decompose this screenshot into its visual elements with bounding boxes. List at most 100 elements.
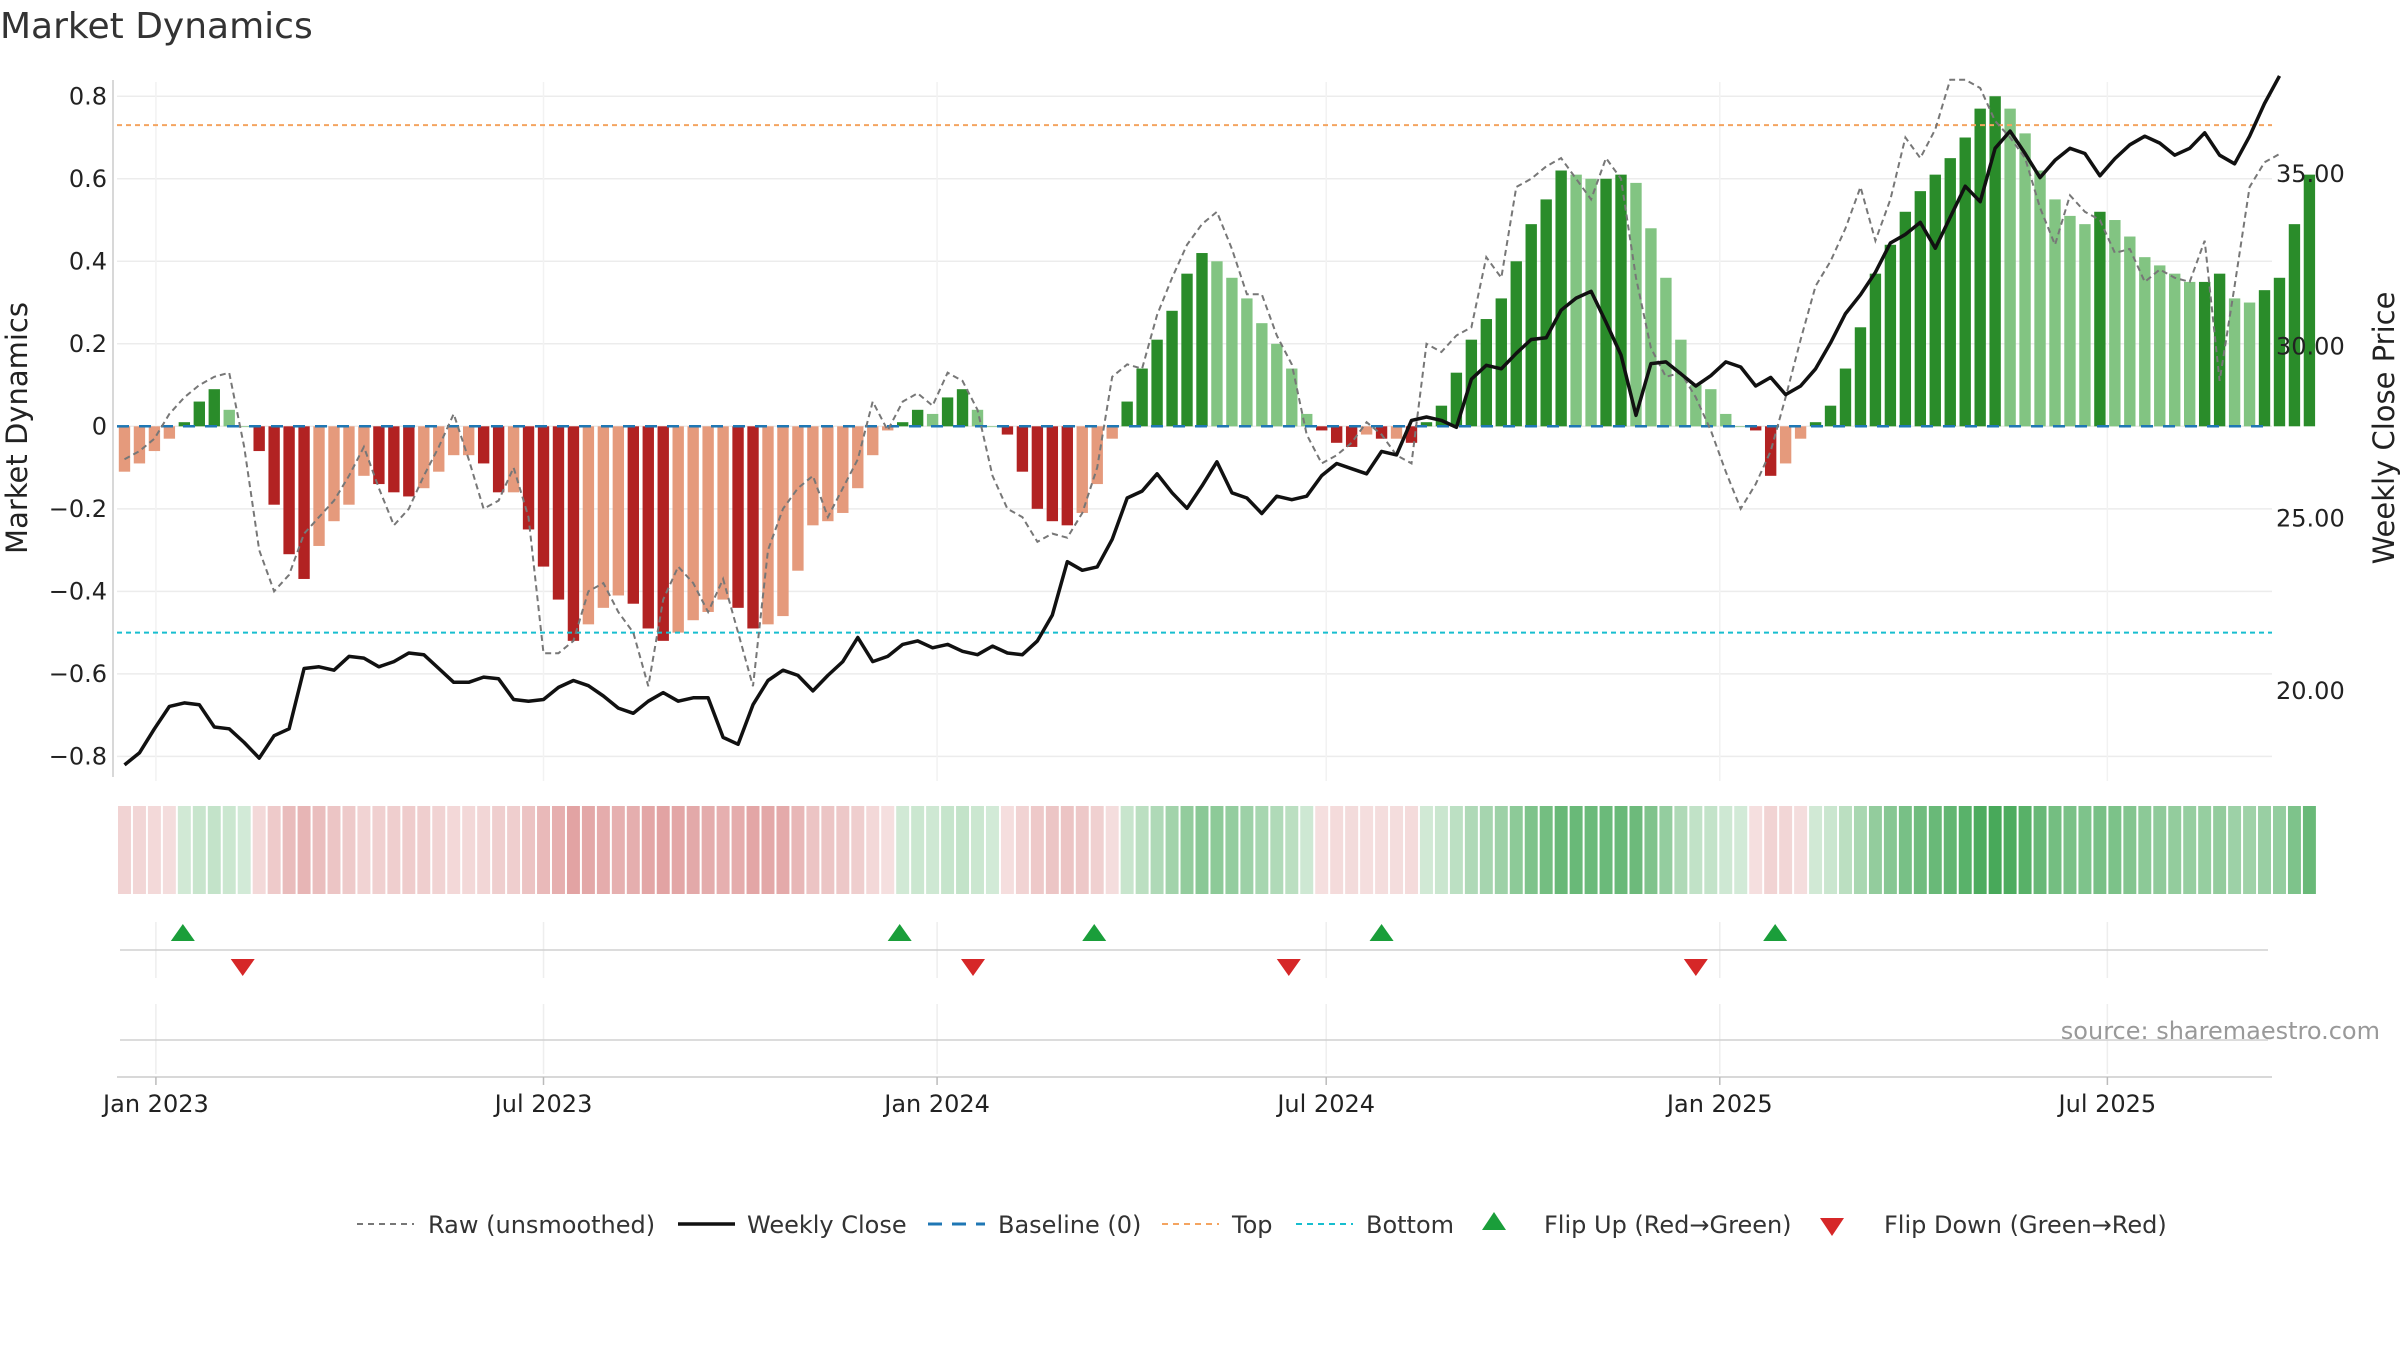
legend: Raw (unsmoothed) Weekly Close Baseline (…: [357, 1211, 2167, 1239]
bar: [971, 409, 984, 427]
regime-cell: [1300, 806, 1314, 894]
bar: [507, 426, 520, 493]
regime-cell: [746, 806, 760, 894]
bar: [2184, 281, 2196, 427]
regime-cell: [851, 806, 865, 894]
bar: [777, 426, 789, 617]
regime-cell: [1419, 806, 1433, 894]
bar: [1884, 244, 1897, 427]
flip-down-marker: [1276, 959, 1301, 976]
bar: [1809, 422, 1822, 427]
regime-cell: [881, 806, 895, 894]
regime-cell: [1165, 806, 1179, 894]
regime-cell: [1330, 806, 1344, 894]
regime-cell: [896, 806, 910, 894]
bar: [1091, 426, 1103, 485]
right-tick-label: 25.00: [2276, 505, 2345, 533]
regime-cell: [2258, 806, 2271, 894]
bar: [1271, 343, 1283, 427]
regime-cell: [1779, 806, 1793, 894]
bar: [1450, 372, 1463, 427]
bar: [702, 426, 714, 612]
bar: [1076, 426, 1088, 513]
regime-cell: [1030, 806, 1044, 894]
bar: [2198, 281, 2211, 427]
bar: [1675, 339, 1687, 427]
bar: [328, 426, 340, 522]
bar: [732, 426, 744, 608]
weekly-close-line: [123, 75, 2282, 767]
bar: [747, 426, 759, 629]
bar: [1615, 174, 1627, 427]
regime-cell: [537, 806, 550, 894]
bar: [298, 426, 310, 579]
regime-cell: [626, 806, 640, 894]
bar: [1720, 413, 1732, 427]
regime-cell: [252, 806, 266, 894]
left-tick-label: 0.4: [69, 247, 107, 275]
bar: [2139, 257, 2151, 427]
flip-markers-panel: [120, 922, 2268, 1074]
bar: [852, 426, 864, 489]
bar: [2064, 215, 2076, 427]
regime-cell: [866, 806, 880, 894]
bar: [163, 426, 176, 439]
regime-cell: [267, 806, 281, 894]
regime-cell: [1704, 806, 1718, 894]
bar: [567, 426, 580, 641]
bar: [1540, 199, 1552, 427]
regime-cell: [956, 806, 970, 894]
regime-cell: [1105, 806, 1119, 894]
right-tick-label: 30.00: [2276, 332, 2345, 360]
regime-cell: [596, 806, 610, 894]
regime-cell: [1943, 806, 1957, 894]
bar: [896, 422, 909, 427]
bar: [148, 426, 161, 452]
bar: [2169, 273, 2181, 427]
regime-cell: [1794, 806, 1808, 894]
regime-cell: [1584, 806, 1598, 894]
regime-cell: [2063, 806, 2077, 894]
x-tick-label: Jul 2023: [493, 1090, 593, 1118]
bar: [313, 426, 325, 546]
regime-cell: [806, 806, 820, 894]
regime-cell: [2078, 806, 2092, 894]
legend-close-label: Weekly Close: [747, 1211, 907, 1239]
regime-cell: [791, 806, 805, 894]
regime-strip: [118, 806, 2316, 894]
regime-cell: [1090, 806, 1104, 894]
regime-cell: [2183, 806, 2197, 894]
bar: [283, 426, 295, 555]
bar: [807, 426, 819, 526]
bar: [268, 426, 280, 505]
regime-cell: [1734, 806, 1748, 894]
regime-cell: [1913, 806, 1927, 894]
regime-cell: [207, 806, 221, 894]
bar: [2243, 302, 2256, 427]
left-tick-label: 0.2: [69, 330, 107, 358]
x-tick-label: Jan 2023: [101, 1090, 209, 1118]
bar: [2273, 277, 2286, 427]
bar: [1360, 426, 1373, 435]
bar: [1750, 426, 1762, 431]
bar: [2154, 265, 2166, 427]
regime-cell: [1135, 806, 1149, 894]
regime-cell: [1539, 806, 1553, 894]
bar: [2258, 290, 2271, 427]
legend-flip-down-label: Flip Down (Green→Red): [1884, 1211, 2167, 1239]
bar: [1121, 401, 1133, 427]
regime-cell: [1075, 806, 1089, 894]
bar: [1690, 385, 1702, 427]
regime-cell: [342, 806, 356, 894]
regime-cell: [1809, 806, 1823, 894]
regime-cell: [1449, 806, 1463, 894]
bar: [1046, 426, 1059, 522]
regime-cell: [2168, 806, 2182, 894]
regime-cell: [1360, 806, 1374, 894]
bar: [582, 426, 595, 625]
bar: [1375, 426, 1388, 439]
flip-up-marker: [1763, 924, 1788, 941]
bar: [926, 413, 939, 427]
y-axis-label-left: Market Dynamics: [0, 302, 34, 554]
